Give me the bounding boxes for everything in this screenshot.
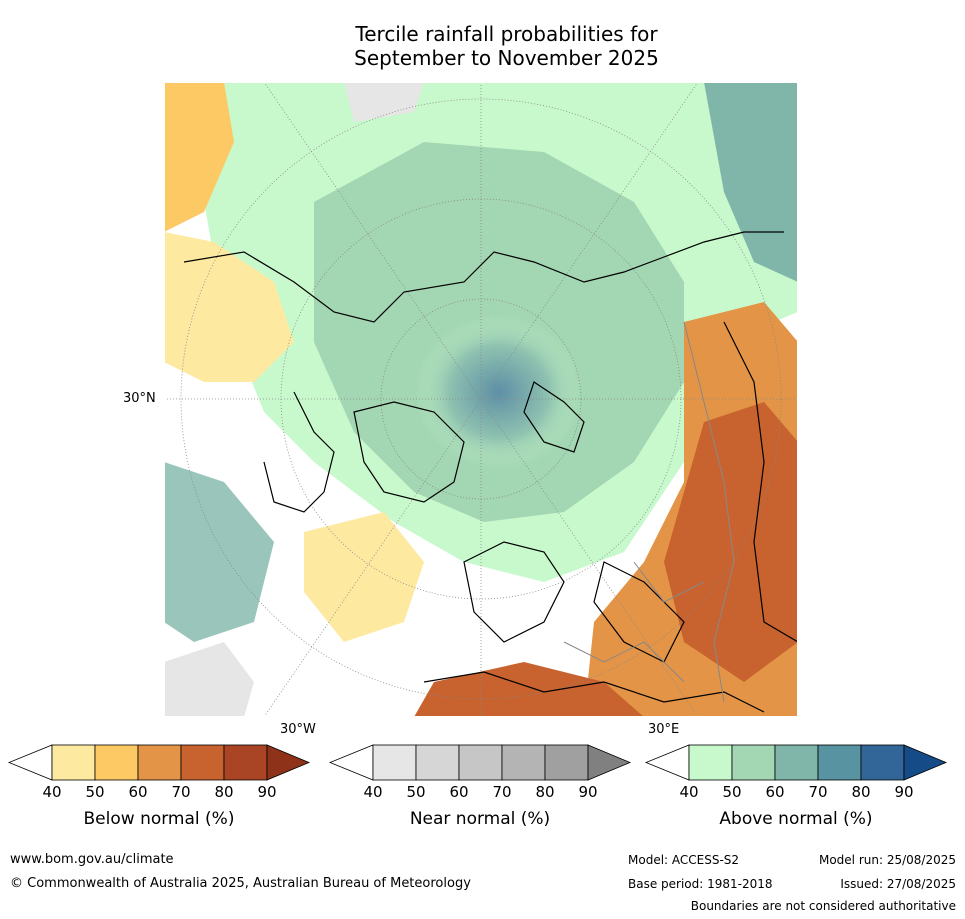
cbar2-tick: 40 xyxy=(679,783,699,801)
disclaimer-text: Boundaries are not considered authoritat… xyxy=(690,899,956,913)
colorbar-swatch xyxy=(458,744,503,781)
region-below-normal-south xyxy=(414,662,644,717)
cbar0-tick: 60 xyxy=(128,783,148,801)
map-title: Tercile rainfall probabilities for Septe… xyxy=(0,22,965,70)
cbar1-tick: 60 xyxy=(449,783,469,801)
cbar2-tick: 80 xyxy=(851,783,871,801)
colorbar-below-normal xyxy=(8,744,310,781)
colorbar-swatch xyxy=(501,744,546,781)
cbar0-tick: 70 xyxy=(171,783,191,801)
colorbar-swatch xyxy=(544,744,589,781)
cbar0-tick: 80 xyxy=(214,783,234,801)
model-run-text: Model run: 25/08/2025 xyxy=(818,853,956,867)
base-period-text: Base period: 1981-2018 xyxy=(628,877,773,891)
cbar1-tick: 40 xyxy=(363,783,383,801)
website-link[interactable]: www.bom.gov.au/climate xyxy=(10,852,174,867)
lat-label-30n: 30°N xyxy=(123,391,156,406)
region-near-normal-north xyxy=(344,82,424,122)
cbar0-tick: 50 xyxy=(85,783,105,801)
region-below-normal-nw xyxy=(164,82,234,232)
colorbar-above-normal-label: Above normal (%) xyxy=(719,809,873,829)
colorbar-over-arrow xyxy=(266,744,310,781)
map-frame xyxy=(164,82,798,717)
cbar1-tick: 70 xyxy=(492,783,512,801)
region-above-normal-core xyxy=(374,282,614,502)
colorbar-near-normal-label: Near normal (%) xyxy=(409,809,551,829)
map-title-line2: September to November 2025 xyxy=(354,46,659,70)
colorbar-swatch xyxy=(731,744,776,781)
colorbar-below-normal-label: Below normal (%) xyxy=(83,809,235,829)
region-below-normal-west xyxy=(164,232,294,382)
graticule xyxy=(164,82,798,717)
colorbar-over-arrow xyxy=(903,744,947,781)
colorbar-under-arrow xyxy=(8,744,53,781)
cbar2-tick: 90 xyxy=(894,783,914,801)
colorbar-swatch xyxy=(860,744,905,781)
colorbar-swatch xyxy=(223,744,268,781)
map-title-line1: Tercile rainfall probabilities for xyxy=(355,22,658,46)
copyright-text: © Commonwealth of Australia 2025, Austra… xyxy=(10,876,471,891)
colorbar-near-normal xyxy=(329,744,631,781)
cbar0-tick: 40 xyxy=(42,783,62,801)
coastlines xyxy=(183,231,798,713)
cbar2-tick: 50 xyxy=(722,783,742,801)
cbar2-tick: 70 xyxy=(808,783,828,801)
cbar1-tick: 90 xyxy=(578,783,598,801)
region-below-normal-atlantic xyxy=(304,512,424,642)
cbar2-tick: 60 xyxy=(765,783,785,801)
lon-label-30w: 30°W xyxy=(280,722,316,737)
colorbar-swatch xyxy=(774,744,819,781)
colorbar-swatch xyxy=(137,744,182,781)
colorbar-under-arrow xyxy=(329,744,374,781)
colorbar-over-arrow xyxy=(587,744,631,781)
colorbar-under-arrow xyxy=(645,744,690,781)
boundaries xyxy=(563,321,735,703)
issued-text: Issued: 27/08/2025 xyxy=(840,877,956,891)
colorbar-swatch xyxy=(180,744,225,781)
colorbar-swatch xyxy=(415,744,460,781)
colorbar-swatch xyxy=(372,744,417,781)
colorbar-swatch xyxy=(817,744,862,781)
model-text: Model: ACCESS-S2 xyxy=(628,853,740,867)
cbar0-tick: 90 xyxy=(257,783,277,801)
colorbar-above-normal xyxy=(645,744,947,781)
colorbar-swatch xyxy=(94,744,139,781)
probability-map xyxy=(164,82,798,717)
colorbar-swatch xyxy=(688,744,733,781)
cbar1-tick: 50 xyxy=(406,783,426,801)
cbar1-tick: 80 xyxy=(535,783,555,801)
region-near-normal-sw xyxy=(164,642,254,717)
region-above-normal-pacific xyxy=(164,462,274,642)
lon-label-30e: 30°E xyxy=(648,722,680,737)
colorbar-swatch xyxy=(51,744,96,781)
